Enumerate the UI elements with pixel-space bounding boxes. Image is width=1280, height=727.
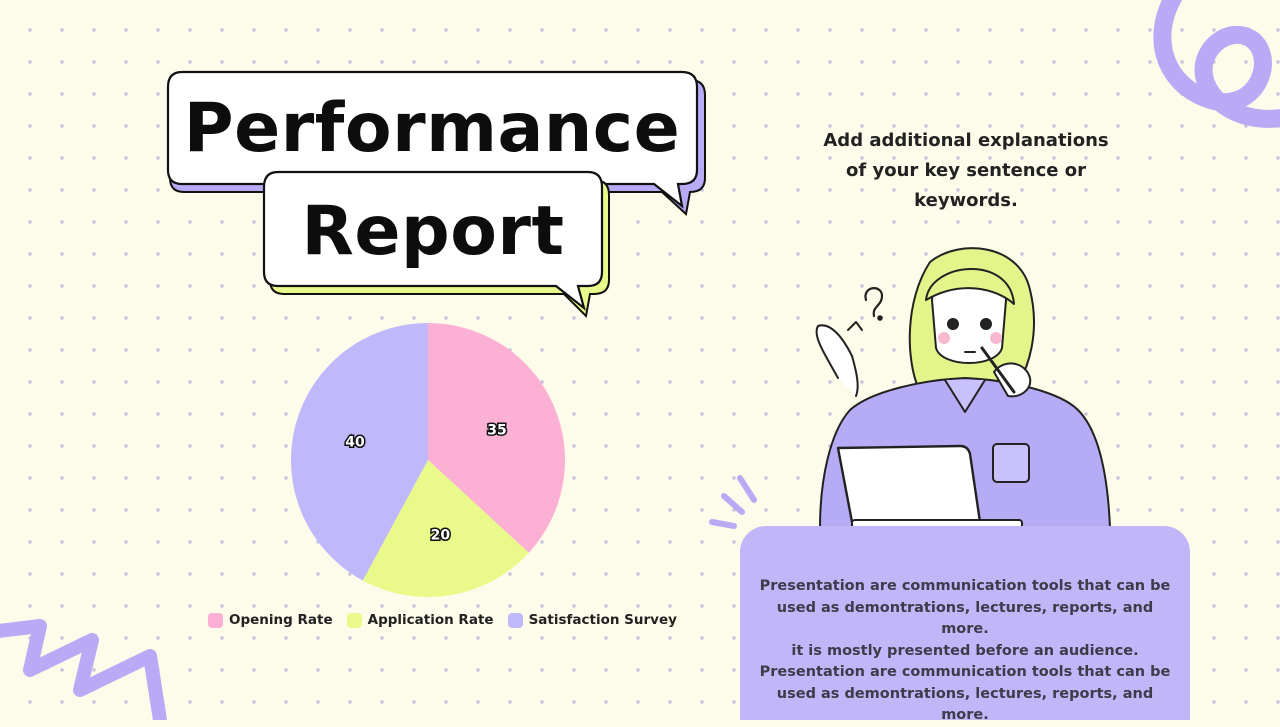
- pie-slice-opening-rate: [428, 323, 566, 553]
- pie-slice-application-rate: [362, 460, 529, 597]
- info-card-text: Presentation are communication tools tha…: [752, 576, 1178, 727]
- pie-label-application-rate: 20: [431, 527, 451, 543]
- legend-item-application-rate: Application Rate: [346, 612, 494, 628]
- woman-thinking-at-laptop-icon: [799, 247, 1117, 531]
- pie-slice-satisfaction-survey: [291, 323, 428, 581]
- legend-swatch: [507, 612, 523, 628]
- title-line-1: Performance: [183, 89, 681, 168]
- legend-item-satisfaction-survey: Satisfaction Survey: [507, 612, 677, 628]
- pie-label-opening-rate: 35: [487, 423, 506, 439]
- title-line-2: Report: [301, 192, 565, 271]
- legend-swatch: [346, 612, 362, 628]
- burst-lines-icon: [709, 475, 757, 529]
- info-card: [740, 526, 1190, 720]
- zigzag-bottom-left-icon: [0, 619, 167, 720]
- side-note-text: Add additional explanations of your key …: [823, 130, 1109, 211]
- info-line-2: used as demontrations, lectures, reports…: [776, 599, 1154, 638]
- info-line-3: it is mostly presented before an audienc…: [791, 642, 1139, 659]
- legend-label: Opening Rate: [229, 612, 333, 628]
- legend-swatch: [208, 612, 223, 628]
- legend-item-opening-rate: Opening Rate: [208, 612, 333, 628]
- legend-label: Application Rate: [367, 612, 494, 628]
- info-line-1: Presentation are communication tools tha…: [759, 578, 1171, 594]
- squiggle-top-right-icon: [1153, 0, 1280, 128]
- pie-label-satisfaction-survey: 40: [345, 435, 365, 451]
- info-line-5: used as demontrations, lectures, reports…: [776, 685, 1154, 724]
- pie-chart: 35 20 40: [291, 323, 566, 597]
- info-line-4: Presentation are communication tools tha…: [759, 664, 1171, 680]
- legend-label: Satisfaction Survey: [528, 612, 677, 628]
- title-bubble-2: [262, 170, 610, 319]
- chart-legend: Opening Rate Application Rate Satisfaction…: [208, 612, 677, 628]
